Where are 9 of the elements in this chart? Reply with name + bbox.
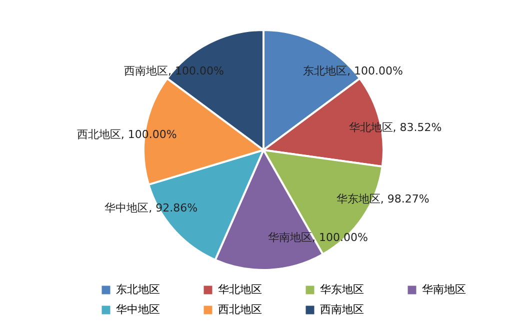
legend-label: 东北地区 [116, 283, 160, 296]
legend-label: 华中地区 [116, 303, 160, 316]
legend-label: 华北地区 [218, 283, 262, 296]
legend-label: 华南地区 [422, 283, 466, 296]
legend-label: 西北地区 [218, 303, 262, 316]
legend-label: 西南地区 [320, 303, 364, 316]
data-label: 西南地区, 100.00% [124, 64, 224, 78]
legend-label: 华东地区 [320, 283, 364, 296]
data-label: 东北地区, 100.00% [303, 64, 403, 78]
